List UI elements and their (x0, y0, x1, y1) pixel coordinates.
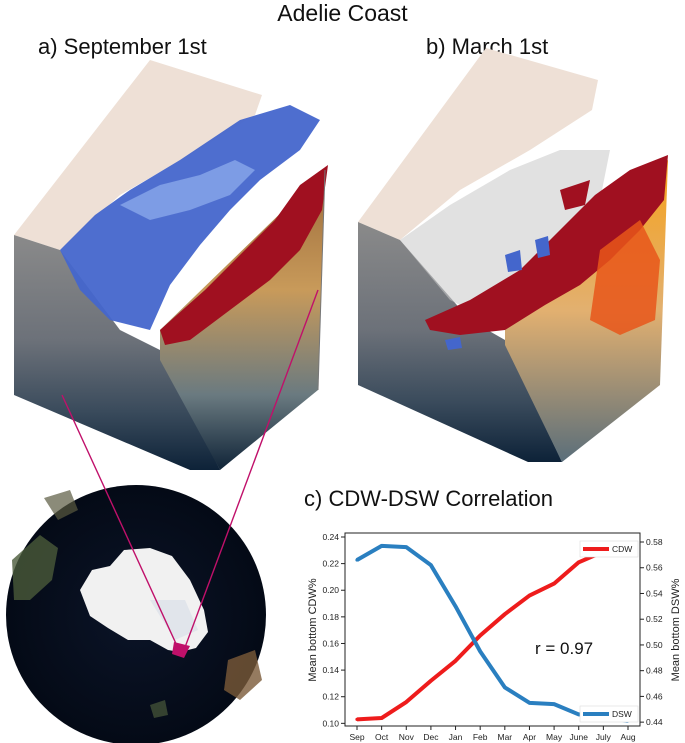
panel-b-ice-surface (358, 48, 598, 240)
dsw-point (380, 544, 384, 548)
x-tick-label: Nov (399, 732, 415, 742)
panel-a-ice-surface (14, 60, 262, 250)
panel-a-3d-block (14, 60, 328, 470)
left-axis-ticks: 0.10 0.12 0.14 0.16 0.18 0.20 0.22 0.24 (322, 532, 345, 728)
x-tick-label: Feb (473, 732, 488, 742)
dsw-point (429, 563, 433, 567)
x-tick-label: Sep (349, 732, 364, 742)
right-axis-label: Mean bottom DSW% (670, 578, 682, 681)
dsw-point (404, 545, 408, 549)
right-axis-ticks: 0.44 0.46 0.48 0.50 0.52 0.54 0.56 0.58 (640, 537, 663, 727)
left-tick-label: 0.14 (322, 665, 339, 675)
right-tick-label: 0.52 (646, 614, 663, 624)
right-tick-label: 0.54 (646, 588, 663, 598)
x-tick-label: Aug (620, 732, 635, 742)
x-tick-label: Oct (375, 732, 389, 742)
x-tick-label: July (596, 732, 612, 742)
figure-title: Adelie Coast (277, 0, 408, 26)
left-tick-label: 0.18 (322, 612, 339, 622)
legend-cdw-label: CDW (612, 544, 632, 554)
dsw-point (503, 685, 507, 690)
cdw-point (577, 560, 581, 564)
continent-australia (224, 650, 262, 700)
panel-b-3d-block (358, 48, 668, 462)
right-tick-label: 0.44 (646, 717, 663, 727)
continent-south-america (12, 535, 58, 600)
panel-c-label: c) CDW-DSW Correlation (304, 486, 553, 511)
right-tick-label: 0.46 (646, 691, 663, 701)
panel-a-dsw-volume (60, 105, 320, 330)
right-tick-label: 0.48 (646, 666, 663, 676)
x-tick-label: Jan (449, 732, 463, 742)
right-tick-label: 0.58 (646, 537, 663, 547)
left-tick-label: 0.16 (322, 638, 339, 648)
cdw-point (453, 659, 458, 663)
cdw-point (503, 612, 507, 616)
leader-line-right (183, 289, 319, 651)
left-tick-label: 0.24 (322, 532, 339, 542)
left-tick-label: 0.12 (322, 692, 339, 702)
leader-line-left (61, 394, 179, 649)
cdw-dsw-chart: 0.100.120.140.160.180.200.220.24 0.440.4… (307, 532, 682, 742)
correlation-annotation: r = 0.97 (535, 639, 593, 658)
continent-africa (44, 490, 78, 520)
panel-a-label: a) September 1st (38, 34, 207, 59)
left-tick-label: 0.10 (322, 718, 339, 728)
cdw-point (380, 716, 384, 720)
dsw-point (453, 604, 458, 608)
legend-cdw: CDW (579, 540, 639, 558)
dsw-point (478, 649, 482, 653)
dsw-point (577, 712, 581, 717)
legend-dsw: DSW (579, 705, 639, 723)
left-tick-label: 0.20 (322, 585, 339, 595)
x-tick-label: Apr (523, 732, 536, 742)
cdw-point (429, 679, 433, 683)
series-line-cdw (356, 541, 629, 722)
panel-a-cdw-volume (160, 165, 328, 345)
panel-b-dsw-patch (505, 250, 522, 272)
x-axis-ticks: Sep Oct Nov Dec Jan Feb Mar Apr May June July Aug (349, 726, 636, 742)
x-tick-label: June (570, 732, 589, 742)
dsw-point (552, 702, 556, 706)
right-tick-label: 0.56 (646, 563, 663, 573)
right-tick-label: 0.50 (646, 640, 663, 650)
dsw-point (355, 558, 359, 562)
dsw-point (527, 701, 532, 705)
x-tick-label: Mar (497, 732, 512, 742)
chart-plot-frame (344, 532, 641, 727)
cdw-point (527, 593, 532, 598)
panel-a-dsw-highlight (120, 160, 255, 220)
panel-a-left-wall (14, 235, 220, 470)
antarctica-globe (6, 485, 266, 743)
cdw-point (404, 700, 408, 704)
left-tick-label: 0.22 (322, 559, 339, 569)
x-tick-label: Dec (423, 732, 439, 742)
legend-dsw-label: DSW (612, 709, 632, 719)
cdw-point (478, 633, 482, 638)
cdw-point (552, 581, 556, 586)
left-axis-label: Mean bottom CDW% (307, 578, 319, 682)
cdw-point (355, 717, 359, 721)
x-tick-label: May (546, 732, 563, 742)
